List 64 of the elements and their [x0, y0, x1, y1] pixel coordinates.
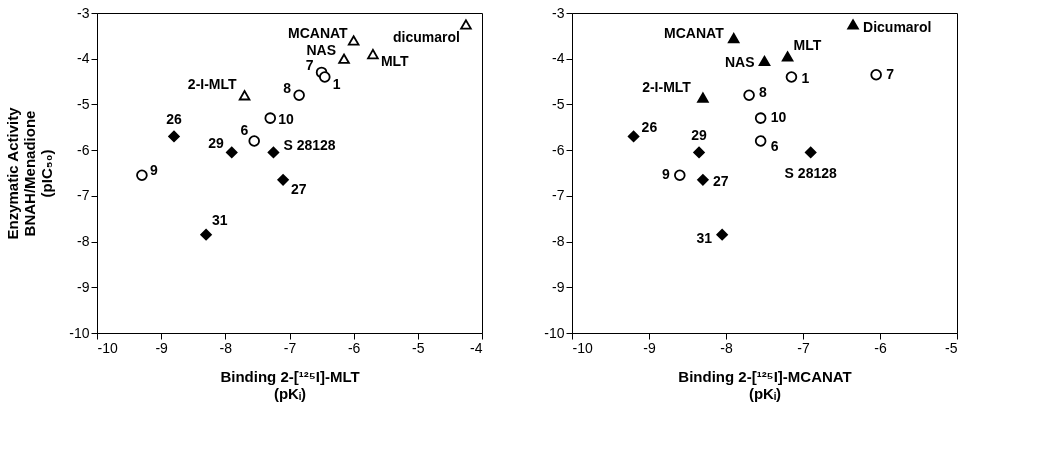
x-tick-label: -6	[347, 339, 361, 356]
annotation: MLT	[380, 53, 410, 70]
x-tick-label: -9	[643, 339, 656, 356]
annotation: S 28128	[283, 137, 336, 154]
annotation: 27	[291, 180, 307, 197]
y-tick-label: -5	[552, 95, 565, 112]
y-tick-label: -6	[552, 141, 565, 158]
annotation: MCANAT	[288, 25, 349, 42]
annotation: 26	[166, 111, 182, 128]
annotation: 7	[305, 57, 314, 74]
x-axis-title: Binding 2-[¹²⁵I]-MLT (pKᵢ)	[220, 367, 360, 402]
y-tick-label: -4	[552, 50, 565, 67]
y-tick-label: -3	[552, 4, 565, 21]
y-tick-label: -7	[552, 187, 565, 204]
y-tick-label: -10	[69, 324, 90, 341]
x-tick-label: -9	[155, 339, 169, 356]
annotation: 9	[149, 162, 158, 179]
annotation: 29	[208, 135, 224, 152]
y-tick-label: -9	[552, 278, 565, 295]
annotation: 1	[332, 76, 341, 92]
x-tick-label: -7	[283, 339, 297, 356]
annotation: MCANAT	[664, 25, 725, 42]
y-axis-title: Enzymatic Activity BNAH/Menadione (pIC₅₀)	[4, 106, 56, 240]
annotation: NAS	[724, 54, 755, 70]
annotation: 26	[641, 119, 658, 136]
y-tick-label: -9	[77, 278, 90, 295]
annotation: Dicumarol	[863, 19, 932, 36]
annotation: 7	[886, 65, 895, 82]
x-tick-label: -5	[945, 339, 958, 356]
annotation: 9	[662, 166, 670, 183]
annotation: 31	[696, 229, 713, 246]
y-tick-label: -3	[77, 4, 90, 21]
annotation: 2-I-MLT	[187, 76, 238, 93]
x-tick-label: -10	[97, 339, 118, 356]
y-tick-label: -10	[544, 324, 565, 341]
annotation: 10	[278, 111, 295, 128]
y-tick-label: -5	[77, 95, 90, 112]
x-tick-label: -10	[572, 339, 593, 356]
y-tick-label: -6	[77, 141, 90, 158]
annotation: NAS	[306, 41, 337, 58]
y-tick-label: -7	[77, 187, 90, 204]
annotation: 29	[691, 127, 708, 144]
annotation: MLT	[793, 37, 822, 54]
x-tick-label: -7	[797, 339, 810, 356]
annotation: dicumarol	[393, 29, 460, 46]
y-tick-label: -4	[77, 50, 90, 67]
annotation: 31	[212, 211, 228, 228]
annotation: 8	[283, 80, 292, 97]
x-tick-label: -6	[874, 339, 887, 356]
annotation: 10	[770, 109, 787, 126]
x-tick-label: -5	[412, 339, 425, 356]
x-tick-label: -8	[720, 339, 733, 356]
annotation: 2-I-MLT	[642, 78, 692, 95]
annotation: 6	[240, 122, 249, 138]
annotation: S 28128	[784, 165, 837, 182]
annotation: 1	[801, 70, 810, 86]
x-axis-title: Binding 2-[¹²⁵I]-MCANAT (pKᵢ)	[678, 367, 852, 402]
x-tick-label: -4	[470, 339, 483, 356]
annotation: 6	[770, 138, 779, 154]
y-tick-label: -8	[77, 233, 90, 250]
annotation: 8	[759, 84, 768, 101]
annotation: 27	[712, 172, 729, 189]
y-tick-label: -8	[552, 233, 565, 250]
x-tick-label: -8	[219, 339, 233, 356]
